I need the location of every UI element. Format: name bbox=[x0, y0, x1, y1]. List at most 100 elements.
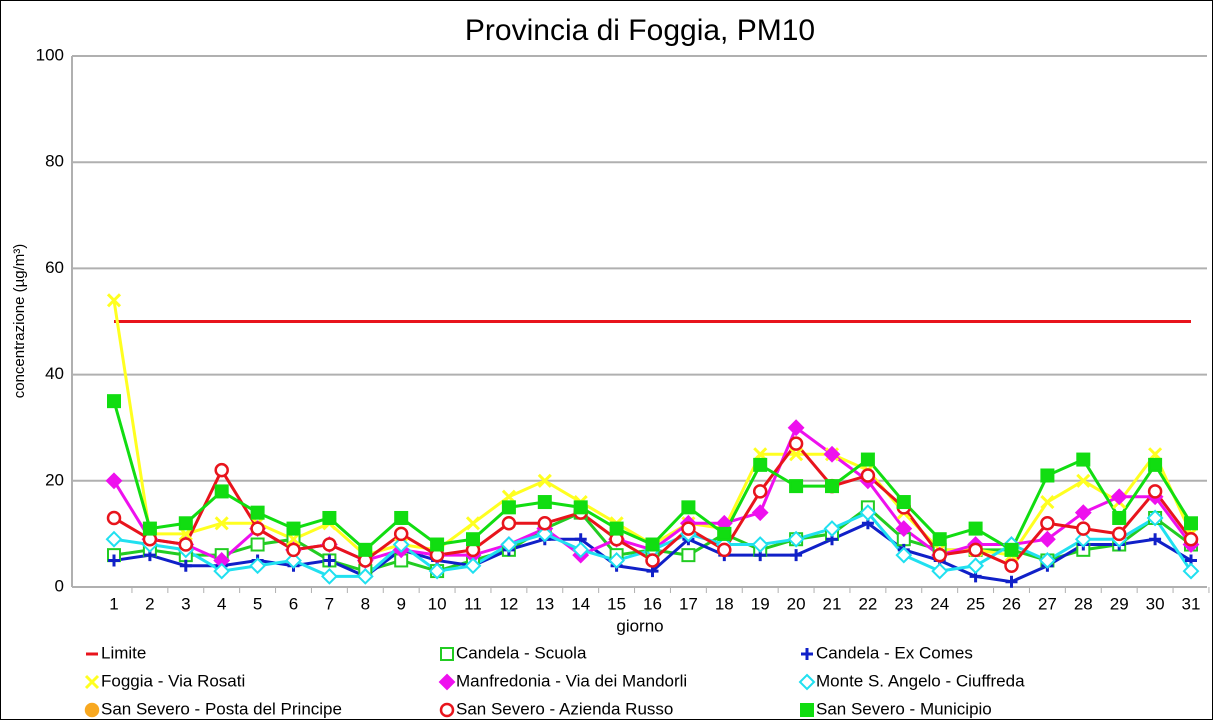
data-point bbox=[393, 526, 409, 542]
data-point bbox=[790, 549, 803, 562]
x-tick-label: 29 bbox=[1110, 594, 1129, 613]
data-point bbox=[932, 532, 947, 547]
data-point bbox=[860, 452, 875, 467]
data-point bbox=[1040, 494, 1055, 510]
data-point bbox=[466, 532, 480, 547]
data-point bbox=[537, 516, 553, 531]
data-point bbox=[1148, 457, 1163, 472]
data-point bbox=[250, 505, 265, 520]
legend-label: San Severo - Posta del Principe bbox=[101, 699, 342, 718]
data-point bbox=[717, 542, 732, 558]
data-point bbox=[1076, 521, 1091, 536]
data-point bbox=[322, 510, 337, 525]
data-point bbox=[1074, 504, 1092, 522]
x-tick-label: 19 bbox=[751, 594, 770, 613]
data-point bbox=[1040, 516, 1055, 531]
legend-swatch bbox=[438, 673, 456, 691]
data-point bbox=[1110, 488, 1128, 506]
x-tick-label: 1 bbox=[109, 594, 118, 613]
data-point bbox=[1004, 542, 1019, 557]
data-point bbox=[107, 394, 121, 409]
legend-label: San Severo - Azienda Russo bbox=[456, 699, 673, 718]
data-point bbox=[1076, 473, 1091, 488]
data-point bbox=[1005, 575, 1018, 588]
x-tick-label: 12 bbox=[499, 594, 518, 613]
data-point bbox=[572, 541, 590, 559]
x-tick-label: 2 bbox=[145, 594, 154, 613]
data-point bbox=[681, 500, 696, 515]
y-tick-label: 80 bbox=[45, 152, 64, 171]
legend-swatch bbox=[798, 673, 816, 691]
y-axis-label: concentrazione (µg/m³) bbox=[11, 244, 28, 399]
legend-swatch bbox=[801, 648, 813, 660]
data-point bbox=[213, 562, 231, 580]
data-point bbox=[394, 510, 409, 525]
data-point bbox=[322, 537, 337, 552]
data-point bbox=[859, 504, 877, 522]
data-point bbox=[537, 473, 552, 488]
x-tick-label: 4 bbox=[217, 594, 226, 613]
data-point bbox=[1004, 558, 1019, 574]
x-tick-label: 28 bbox=[1074, 594, 1093, 613]
data-point bbox=[932, 547, 947, 563]
data-point bbox=[752, 484, 768, 499]
data-point bbox=[392, 536, 410, 553]
data-point bbox=[501, 516, 517, 531]
data-point bbox=[105, 472, 123, 490]
legend-swatch bbox=[439, 702, 455, 718]
x-tick-label: 6 bbox=[289, 594, 298, 613]
data-point bbox=[1038, 552, 1056, 569]
x-tick-label: 11 bbox=[464, 594, 482, 613]
data-point bbox=[825, 479, 839, 494]
y-tick-label: 100 bbox=[36, 45, 64, 64]
legend-swatch bbox=[84, 674, 100, 690]
data-point bbox=[751, 536, 769, 553]
data-point bbox=[1147, 484, 1163, 499]
data-point bbox=[609, 521, 624, 536]
data-point bbox=[1149, 533, 1162, 546]
data-point bbox=[249, 557, 267, 575]
legend-label: Monte S. Angelo - Ciuffreda bbox=[816, 671, 1025, 690]
data-point bbox=[358, 542, 373, 557]
data-point bbox=[1182, 562, 1200, 580]
data-point bbox=[787, 530, 805, 548]
data-point bbox=[430, 537, 445, 552]
data-point bbox=[681, 548, 696, 563]
data-point bbox=[860, 468, 876, 483]
x-tick-label: 7 bbox=[325, 594, 334, 613]
data-point bbox=[1038, 530, 1056, 548]
x-tick-label: 27 bbox=[1038, 594, 1057, 613]
x-tick-label: 13 bbox=[535, 594, 554, 613]
x-tick-label: 10 bbox=[428, 594, 447, 613]
data-point bbox=[1112, 510, 1127, 525]
data-point bbox=[645, 553, 660, 568]
x-tick-label: 25 bbox=[966, 594, 985, 613]
data-point bbox=[465, 516, 481, 531]
data-point bbox=[1146, 509, 1164, 527]
data-point bbox=[285, 552, 302, 569]
x-axis-label: giorno bbox=[616, 616, 663, 635]
y-tick-label: 0 bbox=[55, 576, 64, 595]
data-point bbox=[286, 521, 301, 536]
data-point bbox=[717, 526, 732, 541]
data-point bbox=[681, 521, 696, 536]
x-tick-label: 20 bbox=[787, 594, 806, 613]
data-point bbox=[788, 436, 804, 451]
data-point bbox=[823, 445, 841, 463]
x-tick-label: 16 bbox=[643, 594, 662, 613]
data-point bbox=[323, 554, 336, 567]
data-point bbox=[1184, 516, 1198, 531]
x-tick-label: 26 bbox=[1002, 594, 1021, 613]
data-point bbox=[751, 504, 769, 522]
x-tick-label: 22 bbox=[858, 594, 877, 613]
legend-label: Candela - Scuola bbox=[456, 643, 587, 662]
x-tick-label: 14 bbox=[571, 594, 590, 613]
data-point bbox=[428, 562, 446, 580]
data-point bbox=[105, 530, 123, 548]
data-point bbox=[500, 536, 518, 553]
x-tick-label: 17 bbox=[679, 594, 698, 613]
y-tick-label: 20 bbox=[45, 470, 64, 489]
data-point bbox=[967, 557, 985, 575]
x-tick-label: 30 bbox=[1146, 594, 1165, 613]
